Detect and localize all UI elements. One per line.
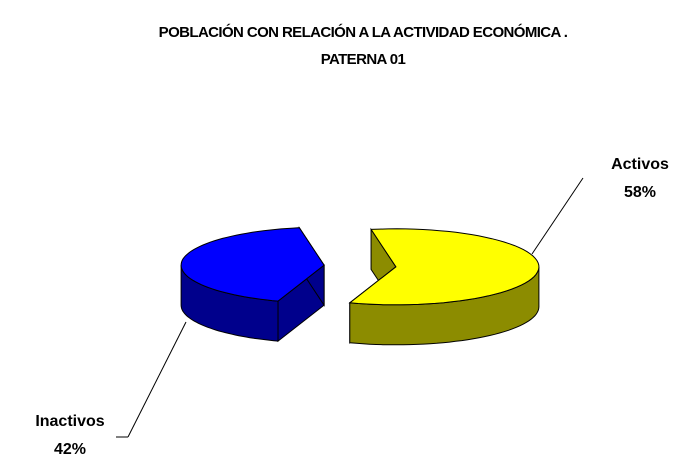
slice-top bbox=[348, 228, 540, 306]
pie-slice bbox=[348, 227, 540, 346]
data-label-name: Activos bbox=[611, 156, 669, 173]
data-label-value: 58% bbox=[624, 184, 656, 201]
data-label-name: Inactivos bbox=[35, 413, 104, 430]
slice-top bbox=[180, 227, 325, 302]
chart-title: PATERNA 01 bbox=[321, 51, 406, 68]
leader-line bbox=[531, 177, 584, 255]
data-label-value: 42% bbox=[54, 441, 86, 458]
leader-line bbox=[127, 321, 187, 438]
chart-title: POBLACIÓN CON RELACIÓN A LA ACTIVIDAD EC… bbox=[159, 23, 568, 41]
pie-slice bbox=[180, 226, 325, 343]
